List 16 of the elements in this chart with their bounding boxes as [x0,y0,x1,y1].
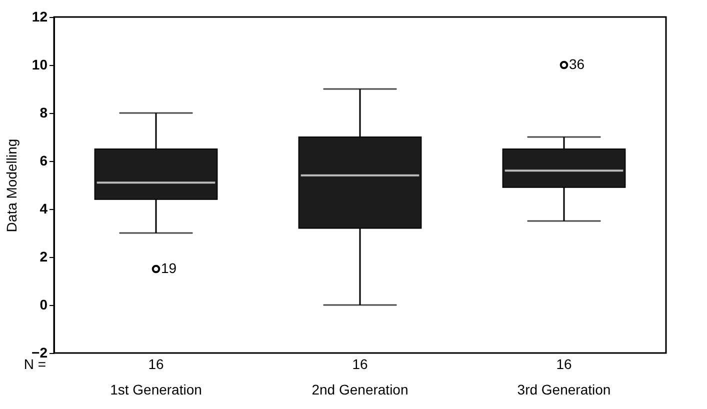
text: 16 [148,356,164,372]
text: 16 [352,356,368,372]
y-tick-label: 2 [40,248,48,264]
y-tick-label: 0 [40,296,48,312]
y-tick-label: 10 [32,56,48,72]
text: 16 [556,356,572,372]
y-tick-label: 6 [40,152,48,168]
x-tick-label: 2nd Generation [312,382,408,398]
y-tick-label: 8 [40,104,48,120]
y-tick-label: 12 [32,8,48,24]
y-axis-title: Data Modelling [4,138,20,232]
x-tick-label: 1st Generation [110,382,202,398]
annotation: 19 [161,260,177,276]
annotation: 36 [569,56,585,72]
y-tick-label: 4 [40,200,48,216]
x-tick-label: 3rd Generation [517,382,611,398]
